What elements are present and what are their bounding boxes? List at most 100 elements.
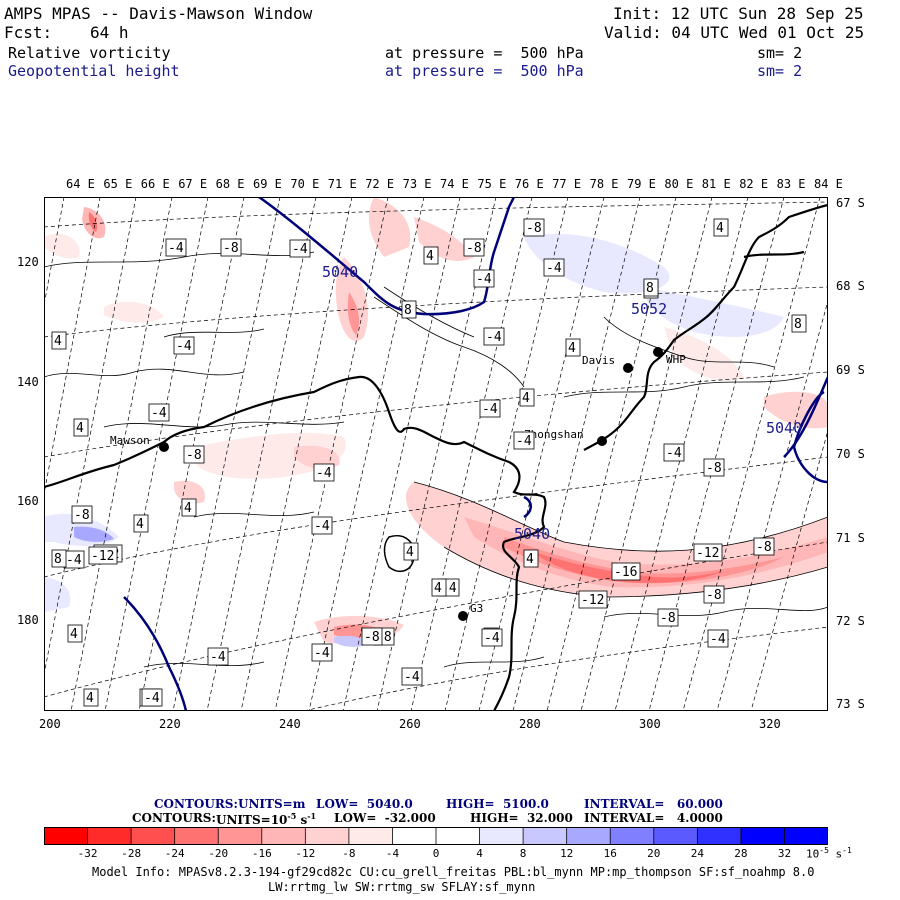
longitude-label: 78 E bbox=[589, 177, 619, 191]
x-tick-label: 220 bbox=[159, 717, 181, 731]
meridian-line bbox=[274, 197, 389, 711]
vorticity-label: 8 bbox=[643, 278, 659, 297]
latitude-label: 69 S bbox=[836, 363, 865, 377]
svg-text:4: 4 bbox=[86, 691, 94, 706]
colorbar-tick-label: 20 bbox=[647, 847, 661, 860]
field2-level: at pressure = 500 hPa bbox=[385, 62, 584, 80]
meridian-line bbox=[206, 197, 317, 711]
colorbar-tick-label: -8 bbox=[342, 847, 356, 860]
colorbar-swatch bbox=[44, 827, 89, 845]
parallel-lines bbox=[44, 201, 828, 711]
vorticity-low: LOW= -32.000 bbox=[334, 811, 436, 825]
colorbar-swatch bbox=[261, 827, 306, 845]
init-time: Init: 12 UTC Sun 28 Sep 25 bbox=[613, 4, 864, 23]
vorticity-label: 4 bbox=[51, 331, 67, 350]
x-tick-label: 240 bbox=[279, 717, 301, 731]
svg-text:-4: -4 bbox=[546, 261, 562, 276]
colorbar-swatch bbox=[348, 827, 393, 845]
latitude-label: 67 S bbox=[836, 196, 865, 210]
svg-text:-8: -8 bbox=[223, 241, 239, 256]
longitude-label: 71 E bbox=[327, 177, 357, 191]
field2-name: Geopotential height bbox=[8, 62, 180, 80]
svg-text:-8: -8 bbox=[756, 540, 772, 555]
vorticity-label: 4 bbox=[423, 246, 439, 265]
vorticity-contours-label: CONTOURS: bbox=[132, 811, 216, 825]
station-dot-mawson bbox=[159, 442, 169, 452]
y-tick-label: 120 bbox=[17, 255, 39, 269]
vorticity-label: -4 bbox=[401, 667, 423, 686]
vorticity-label: 8 bbox=[791, 314, 807, 333]
colorbar-tick-label: 12 bbox=[560, 847, 574, 860]
x-tick-label: 280 bbox=[519, 717, 541, 731]
station-dot-davis bbox=[623, 363, 633, 373]
longitude-label: 81 E bbox=[701, 177, 731, 191]
vorticity-label: -4 bbox=[173, 336, 195, 355]
model-info-line1: Model Info: MPASv8.2.3-194-gf29cd82c CU:… bbox=[92, 865, 815, 879]
longitude-label: 80 E bbox=[664, 177, 694, 191]
svg-text:-16: -16 bbox=[614, 565, 637, 580]
vorticity-label: -4 bbox=[663, 443, 685, 462]
svg-text:-8: -8 bbox=[466, 241, 482, 256]
window-title: AMPS MPAS -- Davis-Mawson Window bbox=[4, 4, 313, 23]
vorticity-label: -8 bbox=[657, 608, 679, 627]
colorbar-swatch bbox=[174, 827, 219, 845]
vorticity-label: -8 bbox=[703, 458, 725, 477]
island-outline bbox=[383, 535, 415, 573]
station-dot-whp bbox=[653, 347, 663, 357]
longitude-label: 66 E bbox=[140, 177, 170, 191]
vorticity-label: 4 bbox=[403, 542, 419, 561]
colorbar-swatch bbox=[610, 827, 655, 845]
svg-text:4: 4 bbox=[434, 581, 442, 596]
svg-text:4: 4 bbox=[568, 341, 576, 356]
vorticity-label: -4 bbox=[207, 647, 229, 666]
svg-text:4: 4 bbox=[716, 221, 724, 236]
colorbar-tick-label: -24 bbox=[164, 847, 185, 860]
colorbar-swatch bbox=[305, 827, 350, 845]
vorticity-label: -4 bbox=[313, 463, 335, 482]
colorbar-swatch bbox=[131, 827, 176, 845]
longitude-label: 82 E bbox=[739, 177, 769, 191]
vorticity-label: -4 bbox=[148, 403, 170, 422]
station-dot-g3 bbox=[458, 611, 468, 621]
forecast-label: Fcst: bbox=[4, 23, 53, 42]
longitude-label: 83 E bbox=[776, 177, 806, 191]
svg-text:-4: -4 bbox=[168, 241, 184, 256]
colorbar-tick-label: -4 bbox=[385, 847, 400, 860]
colorbar-swatch bbox=[392, 827, 437, 845]
latitude-label: 70 S bbox=[836, 447, 865, 461]
svg-text:8: 8 bbox=[404, 303, 412, 318]
svg-text:-8: -8 bbox=[186, 448, 202, 463]
vorticity-label: -12 bbox=[88, 546, 118, 565]
svg-text:-8: -8 bbox=[706, 588, 722, 603]
colorbar-tick-label: 32 bbox=[777, 847, 792, 860]
svg-text:-8: -8 bbox=[364, 630, 380, 645]
vorticity-label: -4 bbox=[63, 550, 85, 569]
vorticity-label: 4 bbox=[431, 578, 447, 597]
field2-smoothing: sm= 2 bbox=[757, 62, 803, 80]
geopotential-height-contours bbox=[123, 197, 828, 711]
vorticity-label: -4 bbox=[543, 258, 565, 277]
svg-text:-4: -4 bbox=[516, 434, 532, 449]
colorbar-tick-label: -12 bbox=[295, 847, 316, 860]
longitude-label: 68 E bbox=[215, 177, 245, 191]
svg-text:8: 8 bbox=[646, 281, 654, 296]
svg-text:-4: -4 bbox=[484, 631, 500, 646]
svg-text:-4: -4 bbox=[314, 519, 330, 534]
colorbar-tick-label: 4 bbox=[476, 847, 483, 860]
colorbar-swatch bbox=[479, 827, 524, 845]
colorbar-tick-label: -32 bbox=[77, 847, 98, 860]
svg-text:-8: -8 bbox=[526, 221, 542, 236]
svg-text:-4: -4 bbox=[486, 330, 502, 345]
svg-text:4: 4 bbox=[76, 421, 84, 436]
meridian-line bbox=[580, 197, 713, 711]
longitude-label: 79 E bbox=[627, 177, 656, 191]
colorbar-swatch bbox=[784, 827, 828, 845]
station-markers bbox=[159, 347, 663, 621]
vorticity-label: -4 bbox=[289, 239, 311, 258]
svg-text:4: 4 bbox=[136, 517, 144, 532]
height-label: 5040 bbox=[322, 263, 358, 281]
svg-text:-4: -4 bbox=[176, 339, 192, 354]
longitude-label: 65 E bbox=[103, 177, 133, 191]
y-tick-label: 140 bbox=[17, 375, 39, 389]
longitude-label: 77 E bbox=[552, 177, 582, 191]
